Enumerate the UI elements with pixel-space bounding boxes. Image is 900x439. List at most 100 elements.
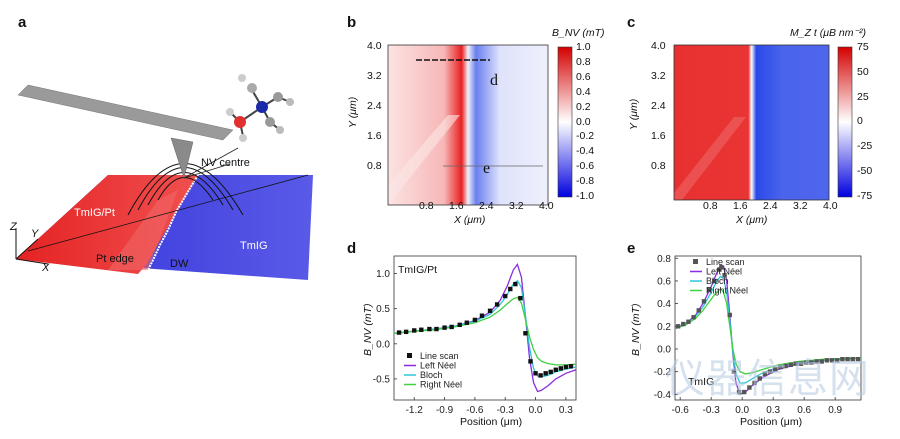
y-tick-label: 0.0 xyxy=(376,339,390,350)
tick-label: 25 xyxy=(857,90,869,103)
data-point xyxy=(835,358,840,363)
linecut-e-label: e xyxy=(483,160,491,177)
data-point xyxy=(508,286,513,292)
y-tick-label: -0.2 xyxy=(654,367,672,378)
data-point xyxy=(412,328,417,333)
data-point xyxy=(804,360,809,365)
data-point xyxy=(727,312,732,318)
watermark: 仪器信息网 xyxy=(665,356,870,402)
panel-d-annotation: TmIG/Pt xyxy=(398,264,438,276)
data-point xyxy=(479,313,485,318)
data-point xyxy=(403,329,409,335)
tick-label: 1.6 xyxy=(449,200,464,212)
data-point xyxy=(701,299,707,304)
tick-label: 0.4 xyxy=(576,85,591,98)
data-point xyxy=(538,373,543,378)
panel-b-colorbar-label: B_NV (mT) xyxy=(552,27,605,39)
data-point xyxy=(855,356,861,362)
tick-label: 1.6 xyxy=(367,130,382,142)
data-point xyxy=(819,359,824,364)
tick-label: 4.0 xyxy=(823,200,838,212)
panel-c-colorbar-label: M_Z t (μB nm⁻²) xyxy=(790,27,867,39)
data-point xyxy=(778,364,783,370)
tick-label: -0.4 xyxy=(576,145,595,158)
x-tick-label: 0.3 xyxy=(766,405,780,416)
data-point xyxy=(457,322,462,328)
data-point xyxy=(752,380,757,386)
data-point xyxy=(568,364,574,369)
y-tick-label: -0.5 xyxy=(373,374,391,385)
tick-label: 1.6 xyxy=(733,200,748,212)
data-point xyxy=(427,326,432,332)
tick-label: 3.2 xyxy=(793,200,808,212)
tick-label: -75 xyxy=(857,189,873,202)
x-tick-label: -0.6 xyxy=(466,405,484,416)
panel-d-letter: d xyxy=(347,240,357,257)
legend-label: Line scan xyxy=(420,351,459,361)
x-tick-label: 0.0 xyxy=(529,405,543,416)
tick-label: 1.6 xyxy=(651,130,666,142)
y-tick-label: 0.4 xyxy=(657,299,671,310)
afm-cantilever xyxy=(17,84,234,141)
data-point xyxy=(773,367,778,372)
x-tick-label: 0.0 xyxy=(735,405,749,416)
data-point xyxy=(442,325,447,330)
data-point xyxy=(722,273,727,278)
linecut-d-label: d xyxy=(490,72,498,89)
data-point xyxy=(742,389,747,395)
data-point xyxy=(845,356,850,362)
nv-molecule-icon xyxy=(226,74,294,142)
data-point xyxy=(513,281,518,287)
tick-label: 2.4 xyxy=(479,200,494,212)
panel-c-colorbar xyxy=(837,46,853,198)
data-point xyxy=(712,278,717,284)
y-tick-label: 0.2 xyxy=(657,322,671,333)
data-point xyxy=(434,326,439,332)
tick-label: -1.0 xyxy=(576,190,595,202)
data-point xyxy=(464,320,469,325)
panel-d-y-label: B_NV (mT) xyxy=(362,303,374,357)
x-tick-label: -0.6 xyxy=(672,405,690,416)
x-tick-label: 0.3 xyxy=(559,405,573,416)
data-point xyxy=(691,315,696,320)
data-point xyxy=(783,363,788,369)
tick-label: 0 xyxy=(857,115,863,128)
data-point xyxy=(518,295,523,301)
tick-label: 4.0 xyxy=(651,40,666,52)
legend-label: Left Néel xyxy=(420,361,456,371)
legend-label: Bloch xyxy=(706,276,729,286)
tick-label: -0.6 xyxy=(576,160,595,173)
tick-label: 0.8 xyxy=(651,160,666,172)
nv-centre-label: NV centre xyxy=(201,157,250,169)
tick-label: -50 xyxy=(857,165,873,177)
data-point xyxy=(840,356,845,362)
panel-a-letter: a xyxy=(18,14,27,31)
tick-label: 0.2 xyxy=(576,100,591,113)
axes-triad xyxy=(15,228,49,265)
legend-marker xyxy=(407,353,412,358)
tick-label: 0.8 xyxy=(419,200,434,212)
z-axis-label: Z xyxy=(10,221,17,233)
x-tick-label: -0.3 xyxy=(703,405,721,416)
tick-label: -0.2 xyxy=(576,130,595,143)
data-point xyxy=(681,321,686,327)
tick-label: -0.8 xyxy=(576,175,595,188)
domain-wall-line xyxy=(145,174,199,275)
tick-label: 0.8 xyxy=(703,200,718,212)
series-line-right-n-el xyxy=(674,288,862,375)
y-tick-label: -0.4 xyxy=(654,390,672,401)
tick-label: 2.4 xyxy=(367,100,382,112)
y-tick-label: 0.8 xyxy=(657,254,671,265)
panel-e-letter: e xyxy=(627,240,636,257)
data-point xyxy=(553,367,558,372)
tick-label: 0.0 xyxy=(576,115,591,128)
data-point xyxy=(686,319,691,324)
legend-label: Left Néel xyxy=(706,267,742,277)
data-point xyxy=(809,360,814,365)
data-point xyxy=(472,317,478,323)
afm-tip xyxy=(170,137,194,179)
data-point xyxy=(419,327,424,332)
tick-label: -25 xyxy=(857,140,873,153)
